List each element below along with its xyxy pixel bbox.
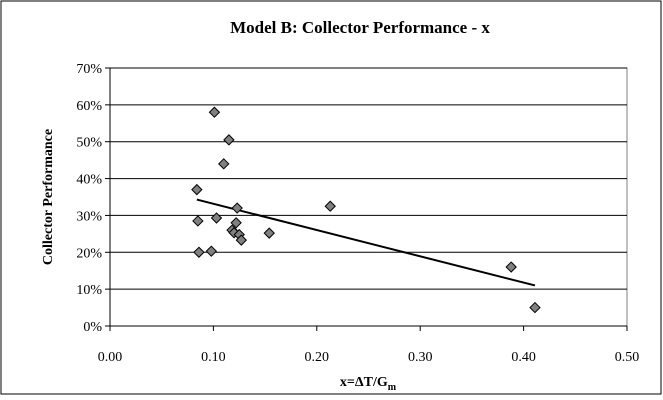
y-tick-label-5: 50% — [76, 136, 102, 151]
data-point-0-14 — [263, 227, 275, 239]
data-point-0-0 — [191, 183, 203, 196]
x-axis-label: x=ΔT/Gm — [340, 375, 397, 393]
x-tick-label-1: 0.10 — [201, 350, 226, 365]
data-point-0-1 — [192, 215, 204, 227]
y-tick-label-2: 20% — [76, 246, 102, 261]
data-point-0-4 — [208, 106, 221, 118]
data-points — [191, 106, 541, 314]
x-tick-label-4: 0.40 — [511, 350, 536, 365]
y-tick-label-1: 10% — [76, 283, 102, 298]
y-tick-label-4: 40% — [76, 173, 102, 188]
trendline-layer — [196, 198, 536, 287]
axes — [105, 67, 628, 331]
data-point-0-15 — [324, 200, 336, 212]
x-axis-label-main: x=ΔT/G — [340, 375, 388, 390]
tick-labels: 0% 10% 20% 30% 40% 50% 60% 70% 0.00 0.10 0.20 0.30 0… — [76, 62, 639, 365]
y-axis-label: Collector Performance — [41, 129, 56, 265]
data-point-0-17 — [529, 301, 541, 314]
x-tick-label-5: 0.50 — [615, 350, 640, 365]
y-tick-label-7: 70% — [76, 62, 102, 77]
data-point-0-3 — [205, 245, 218, 257]
y-tick-label-0: 0% — [83, 320, 102, 335]
data-point-0-2 — [193, 246, 205, 258]
x-tick-label-3: 0.30 — [408, 350, 433, 365]
data-point-0-6 — [218, 158, 230, 170]
chart-title: Model B: Collector Performance - x — [230, 18, 490, 37]
data-point-0-16 — [505, 261, 517, 273]
plot-area — [109, 67, 628, 327]
x-axis-label-subscript: m — [388, 382, 397, 393]
data-point-0-10 — [230, 217, 242, 229]
data-point-0-11 — [231, 202, 243, 214]
x-tick-label-2: 0.20 — [305, 350, 330, 365]
data-point-0-13 — [235, 234, 248, 246]
data-point-0-7 — [223, 134, 235, 146]
y-tick-label-6: 60% — [76, 99, 102, 114]
trendline — [196, 198, 536, 287]
y-tick-label-3: 30% — [76, 209, 102, 224]
x-tick-label-0: 0.00 — [98, 350, 123, 365]
data-point-0-5 — [210, 212, 223, 224]
